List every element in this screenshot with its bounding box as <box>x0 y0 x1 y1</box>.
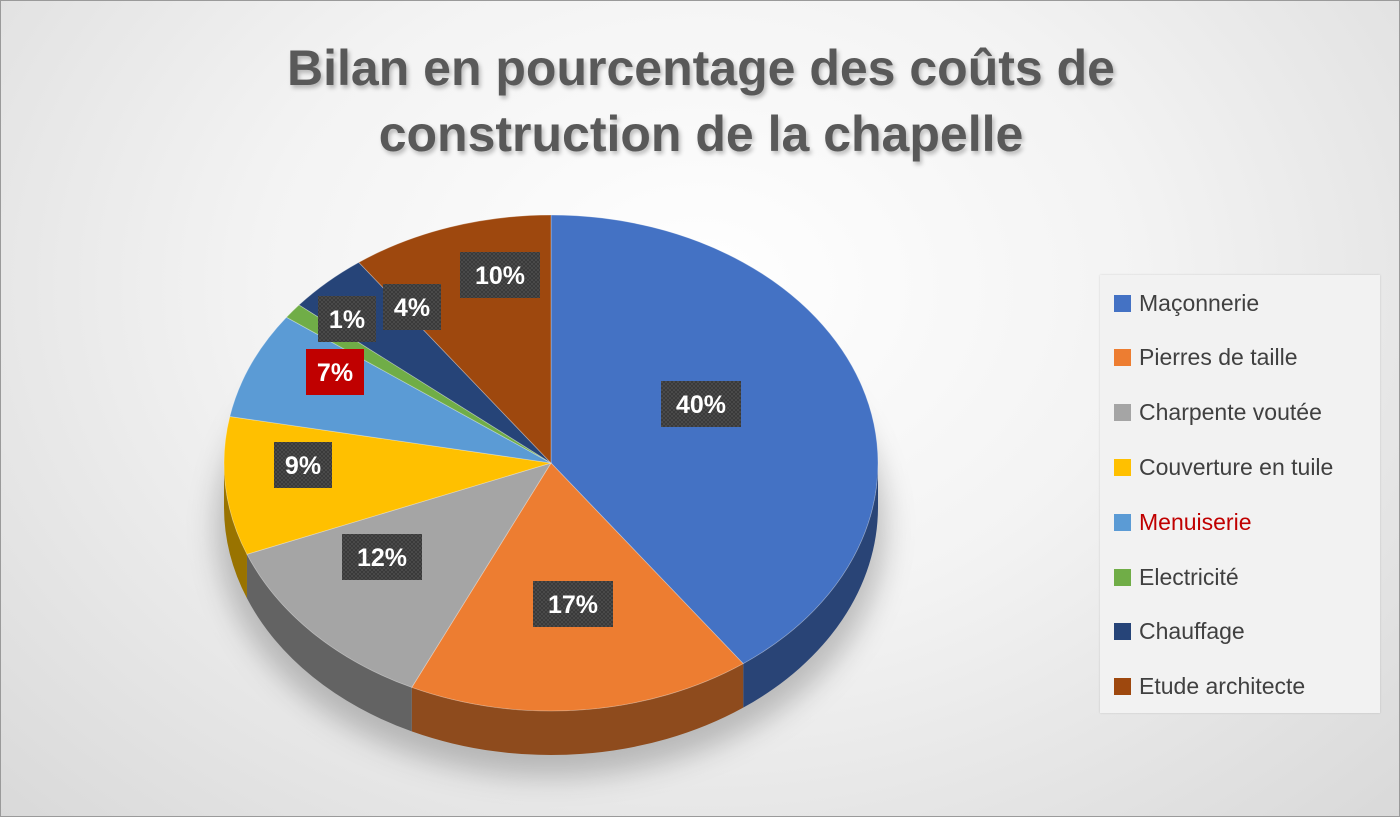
legend-label: Maçonnerie <box>1139 289 1260 316</box>
svg-text:10%: 10% <box>475 262 525 290</box>
legend-swatch <box>1114 404 1131 422</box>
data-label-couverture-en-tuile: 9% <box>274 442 332 488</box>
legend-label: Electricité <box>1139 563 1239 590</box>
legend-item-etude-architecte: Etude architecte <box>1114 672 1305 702</box>
legend-item-maconnerie: Maçonnerie <box>1114 288 1259 318</box>
legend-item-electricite: Electricité <box>1114 562 1239 592</box>
legend-item-couverture-en-tuile: Couverture en tuile <box>1114 452 1333 482</box>
pie-side-charpente-voutee <box>246 554 412 732</box>
data-label-maconnerie: 40% <box>661 381 741 427</box>
pie-side-maconnerie <box>743 463 878 708</box>
legend-item-charpente-voutee: Charpente voutée <box>1114 398 1322 428</box>
legend-label: Charpente voutée <box>1139 399 1322 426</box>
svg-text:17%: 17% <box>548 591 598 619</box>
pie-slice-electricite <box>285 304 552 464</box>
svg-text:40%: 40% <box>676 391 726 419</box>
data-label-chauffage: 4% <box>383 284 441 330</box>
chart-legend: Maçonnerie Pierres de taille Charpente vou… <box>1100 275 1380 713</box>
svg-text:1%: 1% <box>329 306 365 334</box>
svg-text:9%: 9% <box>285 452 321 480</box>
legend-item-pierres-de-taille: Pierres de taille <box>1114 343 1298 373</box>
pie-side-pierres-de-taille <box>411 663 744 755</box>
legend-swatch <box>1114 513 1131 531</box>
data-label-electricite: 1% <box>318 296 376 342</box>
svg-text:4%: 4% <box>394 294 430 322</box>
legend-label: Menuiserie <box>1139 508 1252 535</box>
legend-swatch <box>1114 349 1131 367</box>
legend-label: Chauffage <box>1139 618 1245 645</box>
svg-text:7%: 7% <box>317 359 353 387</box>
legend-item-chauffage: Chauffage <box>1114 617 1245 647</box>
legend-swatch <box>1114 458 1131 476</box>
legend-swatch <box>1114 678 1131 696</box>
data-label-charpente-voutee: 12% <box>342 534 422 580</box>
data-label-menuiserie: 7% <box>306 349 364 395</box>
legend-swatch <box>1114 294 1131 312</box>
legend-swatch <box>1114 568 1131 586</box>
legend-swatch <box>1114 623 1131 641</box>
svg-text:12%: 12% <box>357 544 407 572</box>
chart-title-line-1: Bilan en pourcentage des coûts de <box>287 40 1115 96</box>
legend-label: Couverture en tuile <box>1139 453 1334 480</box>
legend-label: Etude architecte <box>1139 673 1306 700</box>
legend-item-menuiserie: Menuiserie <box>1114 507 1252 537</box>
data-label-etude-architecte: 10% <box>460 252 540 298</box>
pie-side-couverture-en-tuile <box>224 463 247 599</box>
legend-label: Pierres de taille <box>1139 344 1298 371</box>
data-label-pierres-de-taille: 17% <box>533 581 613 627</box>
chart-title-line-2: construction de la chapelle <box>378 106 1024 162</box>
chart-title: Bilan en pourcentage des coûts de constr… <box>1 35 1399 167</box>
pie-slice-maconnerie <box>550 214 879 665</box>
